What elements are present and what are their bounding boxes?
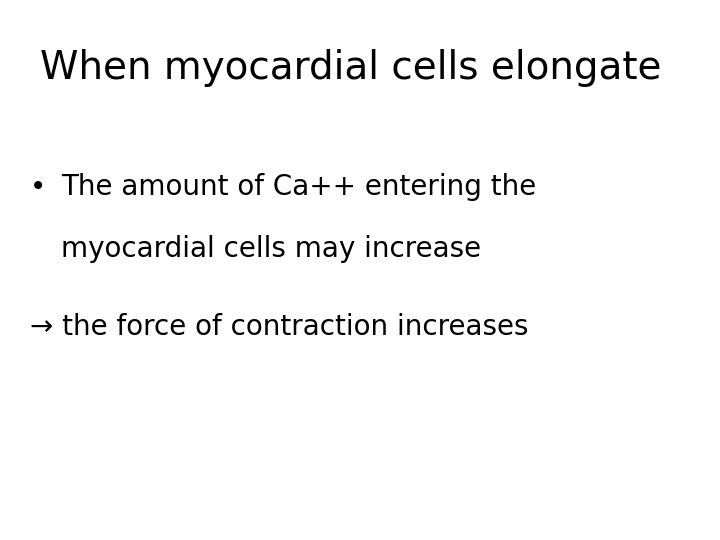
- Text: •: •: [30, 173, 47, 201]
- Text: myocardial cells may increase: myocardial cells may increase: [61, 235, 482, 263]
- Text: The amount of Ca++ entering the: The amount of Ca++ entering the: [61, 173, 536, 201]
- Text: When myocardial cells elongate: When myocardial cells elongate: [40, 49, 661, 86]
- Text: → the force of contraction increases: → the force of contraction increases: [30, 313, 528, 341]
